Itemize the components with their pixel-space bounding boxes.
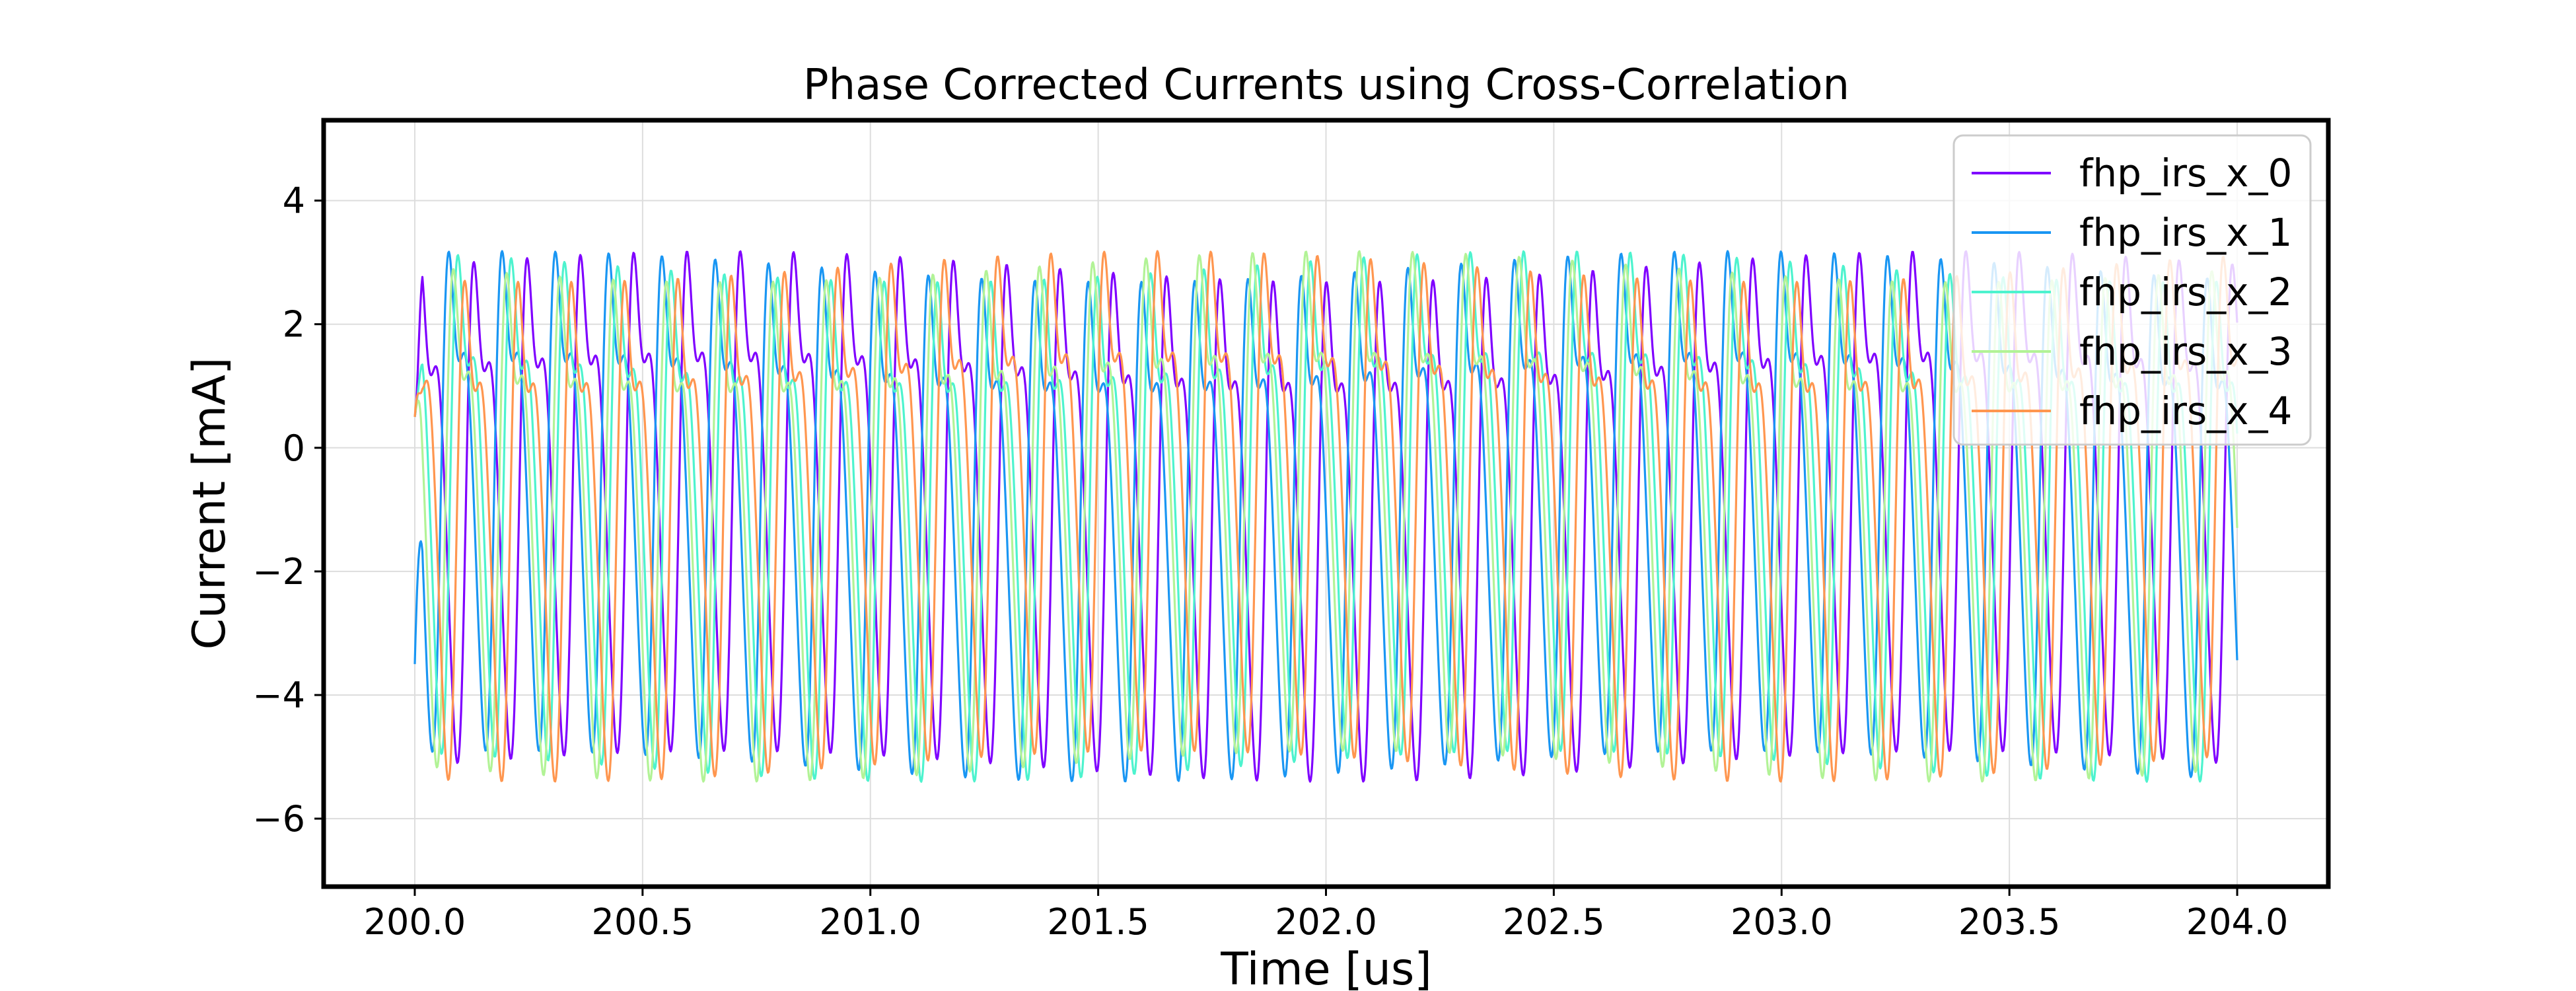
series-line-fhp_irs_x_4 — [413, 250, 2238, 783]
y-tick-label: 4 — [283, 180, 305, 222]
y-tick-label: 2 — [283, 304, 305, 346]
legend-box — [1952, 134, 2312, 446]
x-tick-label: 201.0 — [819, 901, 921, 943]
series-line-fhp_irs_x_0 — [413, 250, 2238, 783]
legend: fhp_irs_x_0 fhp_irs_x_1 fhp_irs_x_2 fhp_irs… — [1952, 134, 2312, 446]
series-line-fhp_irs_x_3 — [413, 250, 2238, 783]
x-tick-label: 202.5 — [1503, 901, 1605, 943]
x-axis-ticks: 200.0 200.5 201.0 201.5 202.0 202.5 203.0 203.5… — [364, 887, 2289, 943]
legend-label: fhp_irs_x_3 — [2079, 329, 2292, 374]
x-tick-label: 203.5 — [1958, 901, 2061, 943]
legend-label: fhp_irs_x_2 — [2079, 270, 2292, 314]
x-tick-label: 200.0 — [364, 901, 466, 943]
y-tick-label: −6 — [252, 798, 305, 840]
x-tick-label: 201.5 — [1047, 901, 1149, 943]
x-axis-title: Time [us] — [1220, 943, 1432, 991]
x-tick-label: 204.0 — [2186, 901, 2289, 943]
y-tick-label: −2 — [252, 551, 305, 593]
chart-title: Phase Corrected Currents using Cross-Cor… — [803, 61, 1849, 110]
y-tick-label: −4 — [252, 675, 305, 716]
series-layer — [413, 250, 2238, 783]
y-tick-label: 0 — [283, 427, 305, 469]
x-tick-label: 203.0 — [1731, 901, 1833, 943]
x-tick-label: 202.0 — [1275, 901, 1377, 943]
y-axis-title: Current [mA] — [184, 357, 236, 650]
y-axis-ticks: −6 −4 −2 0 2 4 — [252, 180, 324, 840]
x-tick-label: 200.5 — [592, 901, 694, 943]
legend-label: fhp_irs_x_1 — [2079, 210, 2292, 255]
legend-label: fhp_irs_x_0 — [2079, 151, 2292, 196]
legend-label: fhp_irs_x_4 — [2079, 388, 2292, 433]
